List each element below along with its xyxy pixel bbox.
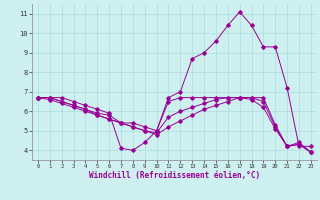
X-axis label: Windchill (Refroidissement éolien,°C): Windchill (Refroidissement éolien,°C): [89, 171, 260, 180]
